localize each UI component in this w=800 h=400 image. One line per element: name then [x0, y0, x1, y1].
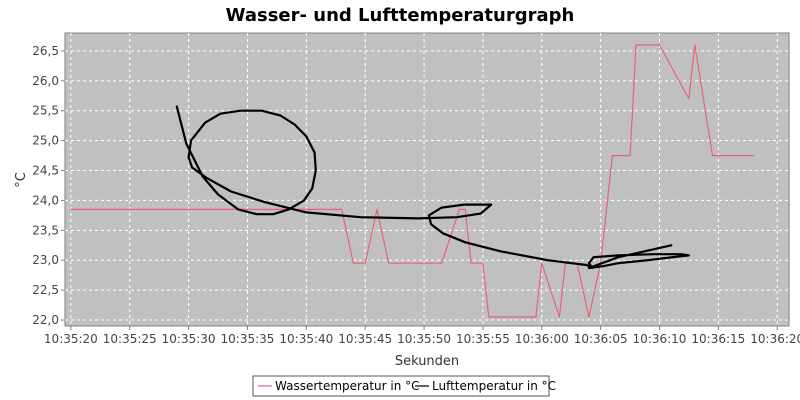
- y-tick-label: 25,5: [32, 104, 59, 118]
- series-line-wasser: [70, 44, 755, 318]
- y-tick-label: 25,0: [32, 134, 59, 148]
- y-tick-label: 22,5: [32, 283, 59, 297]
- legend: Wassertemperatur in °C Lufttemperatur in…: [252, 375, 556, 397]
- series-layer: [70, 44, 755, 318]
- x-tick-label: 10:35:20: [44, 332, 98, 346]
- y-tick-label: 22,0: [32, 313, 59, 327]
- x-tick-label: 10:36:15: [691, 332, 745, 346]
- series-line-luft: [175, 105, 691, 270]
- plot-area: [64, 32, 790, 327]
- y-tick-label: 26,5: [32, 44, 59, 58]
- x-tick-label: 10:35:45: [338, 332, 392, 346]
- x-tick-label: 10:36:20: [750, 332, 800, 346]
- x-tick-label: 10:35:55: [456, 332, 510, 346]
- x-tick-label: 10:35:35: [221, 332, 275, 346]
- x-tick-label: 10:35:40: [279, 332, 333, 346]
- y-tick-label: 23,0: [32, 253, 59, 267]
- y-axis-label: °C: [14, 172, 29, 188]
- y-tick-label: 23,5: [32, 223, 59, 237]
- x-axis-label: Sekunden: [395, 354, 459, 369]
- y-tick-label: 26,0: [32, 74, 59, 88]
- x-tick-label: 10:36:00: [515, 332, 569, 346]
- x-tick-label: 10:35:30: [162, 332, 216, 346]
- legend-box: [252, 375, 550, 397]
- y-tick-label: 24,5: [32, 164, 59, 178]
- y-axis-ticks: 22,0 22,5 23,0 23,5 24,0 24,5 25,0 25,5 26,0 26,5: [32, 44, 65, 327]
- legend-label-luft: Lufttemperatur in °C: [432, 379, 556, 393]
- x-tick-label: 10:35:50: [397, 332, 451, 346]
- x-tick-label: 10:35:25: [103, 332, 157, 346]
- x-tick-label: 10:36:10: [633, 332, 687, 346]
- y-tick-label: 24,0: [32, 193, 59, 207]
- legend-label-wasser: Wassertemperatur in °C: [275, 379, 420, 393]
- chart-title: Wasser- und Lufttemperaturgraph: [226, 5, 575, 26]
- x-tick-label: 10:36:05: [574, 332, 628, 346]
- x-axis-ticks: 10:35:20 10:35:25 10:35:30 10:35:35 10:35:40…: [44, 326, 800, 346]
